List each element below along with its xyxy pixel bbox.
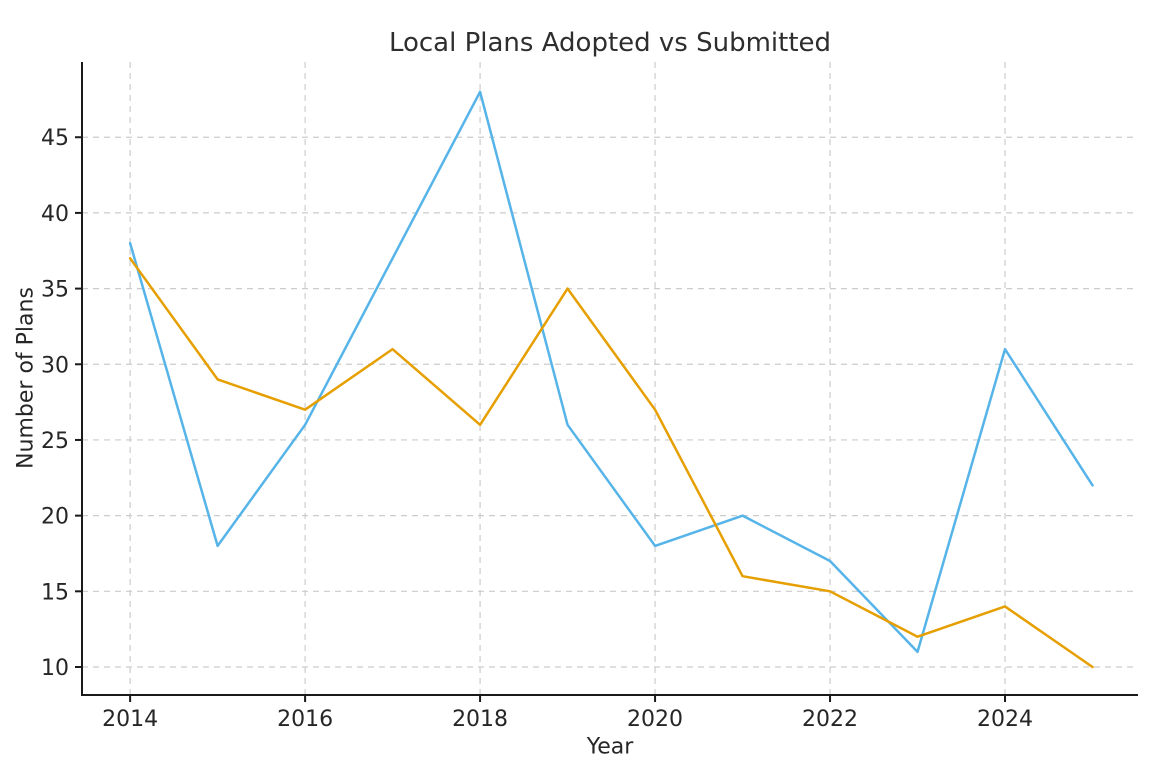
y-axis-label: Number of Plans bbox=[13, 287, 39, 469]
x-tick-label: 2016 bbox=[277, 707, 333, 732]
y-tick-label: 20 bbox=[41, 505, 69, 530]
y-tick-label: 25 bbox=[41, 429, 69, 454]
y-tick-label: 15 bbox=[41, 580, 69, 605]
chart-title: Local Plans Adopted vs Submitted bbox=[388, 28, 832, 58]
x-axis-label: Year bbox=[586, 734, 634, 760]
x-tick-label: 2024 bbox=[977, 707, 1033, 732]
y-tick-label: 45 bbox=[41, 126, 69, 151]
x-tick-label: 2022 bbox=[802, 707, 858, 732]
x-tick-label: 2014 bbox=[102, 707, 158, 732]
x-tick-label: 2020 bbox=[627, 707, 683, 732]
y-tick-label: 30 bbox=[41, 353, 69, 378]
y-tick-label: 35 bbox=[41, 278, 69, 303]
x-tick-label: 2018 bbox=[452, 707, 508, 732]
orange-series-line bbox=[128, 257, 1094, 669]
y-tick-label: 10 bbox=[41, 656, 69, 681]
blue-series-line bbox=[128, 90, 1094, 654]
y-tick-label: 40 bbox=[41, 202, 69, 227]
